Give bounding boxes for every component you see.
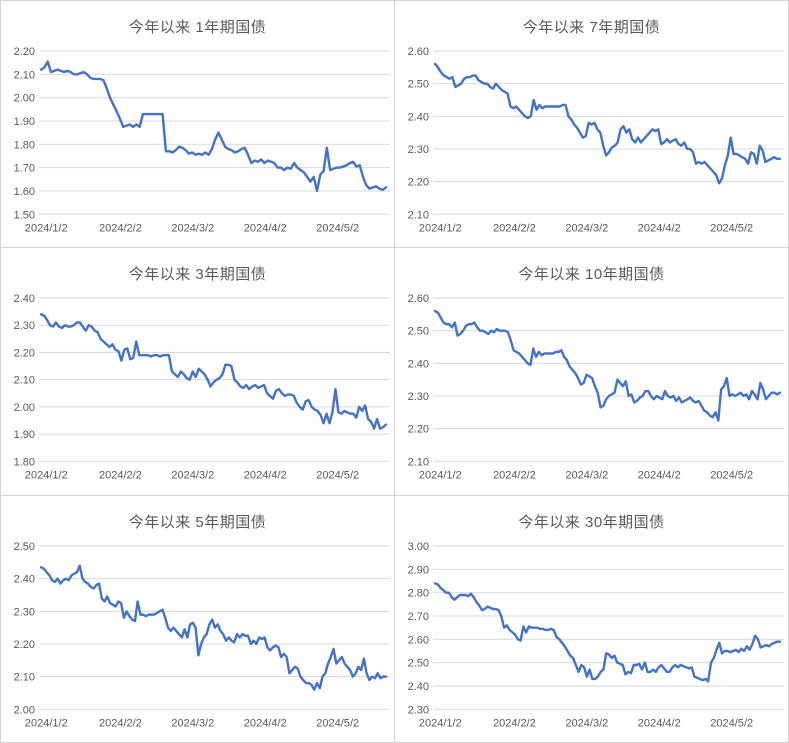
svg-text:2.20: 2.20	[408, 177, 429, 189]
svg-text:2.10: 2.10	[14, 375, 35, 387]
svg-text:1.80: 1.80	[14, 139, 35, 151]
svg-text:2024/1/2: 2024/1/2	[25, 717, 68, 729]
svg-text:1.50: 1.50	[14, 209, 35, 221]
svg-text:2.60: 2.60	[408, 634, 429, 646]
svg-text:2024/1/2: 2024/1/2	[25, 470, 68, 482]
chart-panel-7y-bond: 今年以来 7年期国债 2.60 2.50 2.40 2.30 2.20 2.10 2024/…	[395, 1, 788, 248]
svg-text:2.10: 2.10	[408, 209, 429, 221]
chart-title-10y: 今年以来 10年期国债	[518, 266, 665, 284]
svg-text:2024/5/2: 2024/5/2	[710, 717, 753, 729]
svg-text:2.40: 2.40	[14, 573, 35, 585]
svg-text:2.20: 2.20	[14, 639, 35, 651]
svg-text:2.00: 2.00	[14, 704, 35, 716]
svg-text:2024/3/2: 2024/3/2	[565, 470, 608, 482]
svg-text:2024/5/2: 2024/5/2	[316, 470, 359, 482]
svg-text:2.20: 2.20	[14, 348, 35, 360]
svg-text:2.80: 2.80	[408, 587, 429, 599]
svg-text:2024/5/2: 2024/5/2	[710, 470, 753, 482]
svg-text:2.40: 2.40	[14, 293, 35, 305]
svg-text:1.80: 1.80	[14, 457, 35, 469]
svg-text:1.90: 1.90	[14, 429, 35, 441]
svg-text:2.60: 2.60	[408, 46, 429, 58]
svg-text:2.00: 2.00	[14, 93, 35, 105]
svg-text:2.50: 2.50	[408, 326, 429, 338]
svg-text:2024/3/2: 2024/3/2	[565, 717, 608, 729]
svg-text:2.30: 2.30	[408, 391, 429, 403]
svg-text:1.60: 1.60	[14, 186, 35, 198]
svg-text:2.10: 2.10	[14, 671, 35, 683]
svg-text:2024/1/2: 2024/1/2	[25, 222, 68, 234]
svg-text:2.20: 2.20	[14, 46, 35, 58]
svg-text:2024/1/2: 2024/1/2	[419, 470, 462, 482]
chart-panel-10y-bond: 今年以来 10年期国债 2.60 2.50 2.40 2.30 2.20 2.10 2024…	[395, 248, 788, 495]
svg-text:2.10: 2.10	[408, 457, 429, 469]
svg-text:2.50: 2.50	[14, 541, 35, 553]
svg-text:2024/2/2: 2024/2/2	[493, 222, 536, 234]
chart-panel-3y-bond: 今年以来 3年期国债 2.40 2.30 2.20 2.10 2.00 1.90 1.80 2…	[1, 248, 394, 495]
svg-text:2024/2/2: 2024/2/2	[99, 717, 142, 729]
svg-text:2024/2/2: 2024/2/2	[493, 470, 536, 482]
svg-text:2.10: 2.10	[14, 69, 35, 81]
svg-text:2024/2/2: 2024/2/2	[99, 222, 142, 234]
svg-text:2024/1/2: 2024/1/2	[419, 717, 462, 729]
svg-text:2.30: 2.30	[14, 606, 35, 618]
svg-text:2.40: 2.40	[408, 359, 429, 371]
svg-text:2024/5/2: 2024/5/2	[316, 222, 359, 234]
svg-text:2024/2/2: 2024/2/2	[493, 717, 536, 729]
svg-text:1.70: 1.70	[14, 163, 35, 175]
svg-text:2.30: 2.30	[14, 321, 35, 333]
svg-text:2024/2/2: 2024/2/2	[99, 470, 142, 482]
svg-text:2024/5/2: 2024/5/2	[316, 717, 359, 729]
chart-title-3y: 今年以来 3年期国债	[128, 266, 267, 284]
svg-text:2024/4/2: 2024/4/2	[244, 470, 287, 482]
svg-text:2.50: 2.50	[408, 657, 429, 669]
svg-text:3.00: 3.00	[408, 541, 429, 553]
svg-text:2.00: 2.00	[14, 402, 35, 414]
svg-text:2.30: 2.30	[408, 704, 429, 716]
svg-text:2024/3/2: 2024/3/2	[171, 717, 214, 729]
svg-text:1.90: 1.90	[14, 116, 35, 128]
svg-text:2024/4/2: 2024/4/2	[244, 222, 287, 234]
line-chart-plot-30y: 3.00 2.90 2.80 2.70 2.60 2.50 2.40 2.302024/1/2…	[408, 541, 784, 729]
chart-title-7y: 今年以来 7年期国债	[522, 19, 661, 36]
svg-text:2.50: 2.50	[408, 79, 429, 91]
svg-text:2.40: 2.40	[408, 111, 429, 123]
chart-title-30y: 今年以来 30年期国债	[518, 513, 665, 531]
svg-text:2.90: 2.90	[408, 564, 429, 576]
chart-panel-5y-bond: 今年以来 5年期国债 2.50 2.40 2.30 2.20 2.10 2.00 2024/…	[1, 495, 394, 742]
svg-text:2024/3/2: 2024/3/2	[171, 470, 214, 482]
svg-text:2.30: 2.30	[408, 144, 429, 156]
chart-panel-1y-bond: 今年以来 1年期国债 2.20 2.10 2.00 1.90 1.80 1.70 1.60 1…	[1, 1, 394, 248]
svg-text:2024/4/2: 2024/4/2	[638, 222, 681, 234]
svg-text:2024/4/2: 2024/4/2	[244, 717, 287, 729]
chart-panel-30y-bond: 今年以来 30年期国债 3.00 2.90 2.80 2.70 2.60 2.50 2.40…	[395, 495, 788, 742]
svg-text:2.70: 2.70	[408, 611, 429, 623]
svg-text:2.20: 2.20	[408, 424, 429, 436]
svg-text:2024/4/2: 2024/4/2	[638, 717, 681, 729]
svg-text:2024/1/2: 2024/1/2	[419, 222, 462, 234]
line-chart-plot-1y: 2.20 2.10 2.00 1.90 1.80 1.70 1.60 1.502024/1/2…	[14, 46, 390, 234]
svg-text:2.40: 2.40	[408, 681, 429, 693]
svg-text:2024/3/2: 2024/3/2	[565, 222, 608, 234]
svg-text:2024/5/2: 2024/5/2	[710, 222, 753, 234]
svg-text:2024/4/2: 2024/4/2	[638, 470, 681, 482]
chart-title-1y: 今年以来 1年期国债	[128, 19, 267, 36]
svg-text:2.60: 2.60	[408, 293, 429, 305]
chart-title-5y: 今年以来 5年期国债	[128, 513, 267, 531]
svg-text:2024/3/2: 2024/3/2	[171, 222, 214, 234]
